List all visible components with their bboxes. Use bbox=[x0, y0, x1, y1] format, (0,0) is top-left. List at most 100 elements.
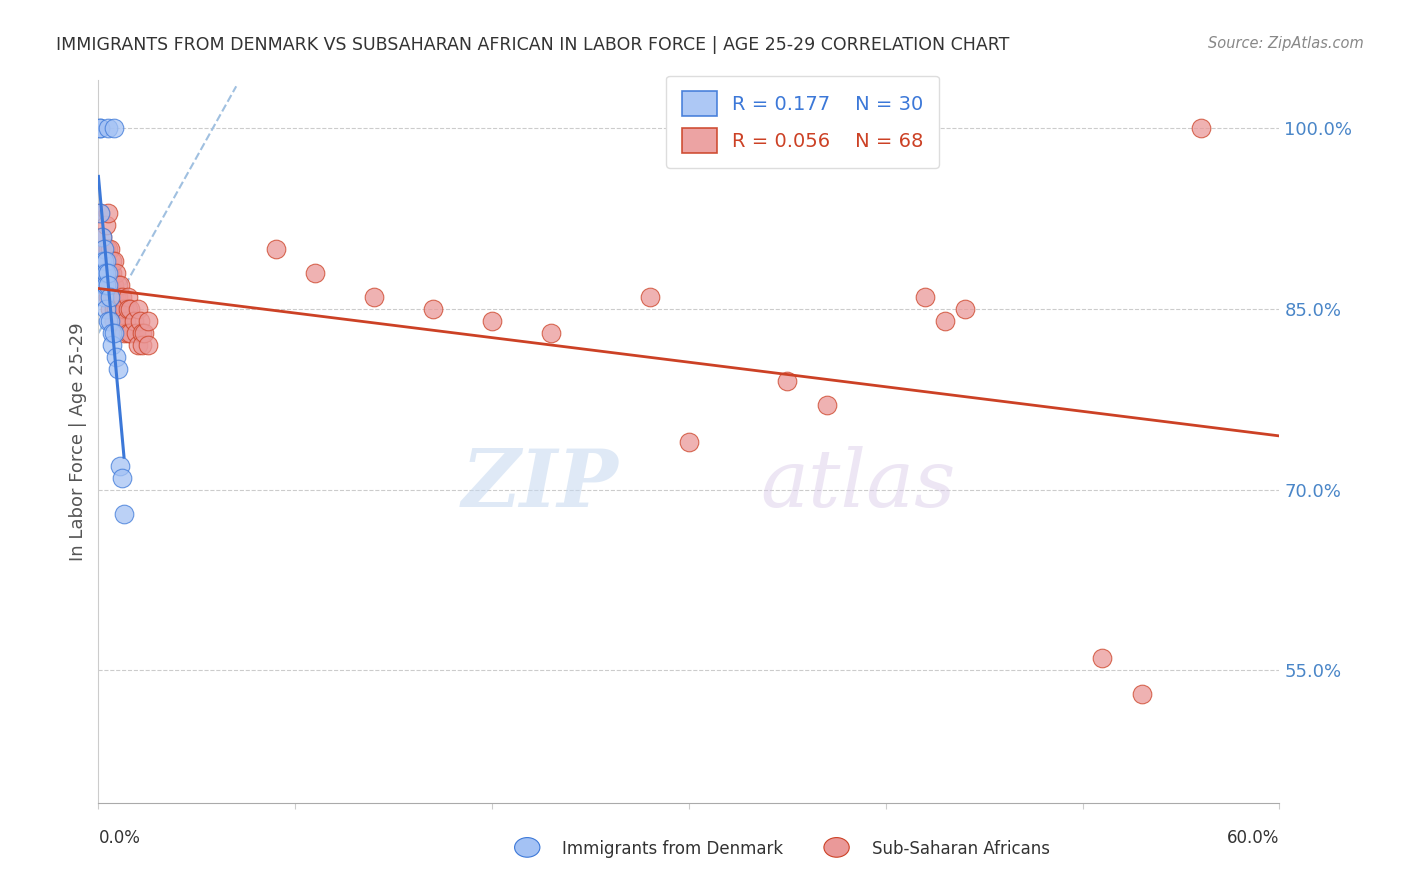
Point bbox=[953, 301, 976, 317]
Point bbox=[422, 301, 444, 317]
Text: Source: ZipAtlas.com: Source: ZipAtlas.com bbox=[1208, 36, 1364, 51]
Point bbox=[118, 326, 141, 341]
Point bbox=[96, 301, 118, 317]
Point bbox=[1189, 121, 1212, 136]
Point bbox=[93, 277, 115, 292]
Point bbox=[91, 266, 114, 280]
Point bbox=[91, 230, 114, 244]
Point bbox=[136, 314, 159, 328]
Point bbox=[97, 266, 120, 280]
Point bbox=[91, 230, 114, 244]
Point bbox=[98, 301, 121, 317]
Point bbox=[112, 326, 135, 341]
Point bbox=[98, 266, 121, 280]
Point bbox=[107, 290, 129, 304]
Text: Sub-Saharan Africans: Sub-Saharan Africans bbox=[872, 840, 1050, 858]
Point bbox=[91, 254, 114, 268]
Point bbox=[934, 314, 956, 328]
Point bbox=[136, 338, 159, 352]
Point bbox=[89, 121, 111, 136]
Point bbox=[97, 290, 120, 304]
Point bbox=[96, 242, 118, 256]
Point bbox=[107, 277, 129, 292]
Point bbox=[93, 266, 115, 280]
Point bbox=[117, 301, 139, 317]
Point bbox=[98, 290, 121, 304]
Point bbox=[97, 121, 120, 136]
Point bbox=[481, 314, 503, 328]
Point bbox=[103, 301, 125, 317]
Point bbox=[122, 314, 145, 328]
Point bbox=[127, 338, 149, 352]
Y-axis label: In Labor Force | Age 25-29: In Labor Force | Age 25-29 bbox=[69, 322, 87, 561]
Point bbox=[103, 121, 125, 136]
Point bbox=[97, 266, 120, 280]
Text: 0.0%: 0.0% bbox=[98, 829, 141, 847]
Text: Immigrants from Denmark: Immigrants from Denmark bbox=[562, 840, 783, 858]
Ellipse shape bbox=[824, 838, 849, 857]
Point bbox=[93, 254, 115, 268]
Point bbox=[127, 301, 149, 317]
Point bbox=[914, 290, 936, 304]
Point bbox=[304, 266, 326, 280]
Point bbox=[105, 301, 128, 317]
Point bbox=[96, 266, 118, 280]
Point bbox=[97, 242, 120, 256]
Point bbox=[1130, 687, 1153, 701]
Point bbox=[540, 326, 562, 341]
Point bbox=[108, 277, 131, 292]
Point bbox=[131, 326, 153, 341]
Point bbox=[101, 326, 124, 341]
Text: IMMIGRANTS FROM DENMARK VS SUBSAHARAN AFRICAN IN LABOR FORCE | AGE 25-29 CORRELA: IMMIGRANTS FROM DENMARK VS SUBSAHARAN AF… bbox=[56, 36, 1010, 54]
Point bbox=[107, 314, 129, 328]
Point bbox=[103, 290, 125, 304]
Point bbox=[101, 266, 124, 280]
Point bbox=[93, 242, 115, 256]
Point bbox=[101, 290, 124, 304]
Text: 60.0%: 60.0% bbox=[1227, 829, 1279, 847]
Point bbox=[1091, 651, 1114, 665]
Point bbox=[103, 277, 125, 292]
Point bbox=[101, 254, 124, 268]
Point bbox=[815, 398, 838, 412]
Point bbox=[96, 254, 118, 268]
Point bbox=[89, 205, 111, 219]
Point bbox=[125, 326, 148, 341]
Point bbox=[111, 290, 134, 304]
Point bbox=[97, 205, 120, 219]
Point bbox=[96, 218, 118, 232]
Point bbox=[103, 314, 125, 328]
Point bbox=[264, 242, 287, 256]
Legend: R = 0.177    N = 30, R = 0.056    N = 68: R = 0.177 N = 30, R = 0.056 N = 68 bbox=[666, 76, 939, 169]
Text: atlas: atlas bbox=[759, 446, 955, 524]
Point bbox=[98, 314, 121, 328]
Point bbox=[98, 277, 121, 292]
Point bbox=[89, 121, 111, 136]
Point bbox=[103, 254, 125, 268]
Point bbox=[128, 314, 150, 328]
Text: ZIP: ZIP bbox=[461, 446, 619, 524]
Point bbox=[111, 314, 134, 328]
Point bbox=[97, 277, 120, 292]
Point bbox=[97, 314, 120, 328]
Ellipse shape bbox=[515, 838, 540, 857]
Point bbox=[103, 326, 125, 341]
Point bbox=[115, 314, 138, 328]
Point bbox=[118, 301, 141, 317]
Point bbox=[111, 471, 134, 485]
Point bbox=[105, 350, 128, 364]
Point bbox=[108, 301, 131, 317]
Point bbox=[93, 266, 115, 280]
Point bbox=[131, 338, 153, 352]
Point bbox=[107, 362, 129, 376]
Point bbox=[105, 266, 128, 280]
Point bbox=[98, 242, 121, 256]
Point bbox=[93, 242, 115, 256]
Point bbox=[776, 375, 799, 389]
Point bbox=[638, 290, 661, 304]
Point bbox=[117, 290, 139, 304]
Point bbox=[101, 338, 124, 352]
Point bbox=[132, 326, 155, 341]
Point bbox=[96, 266, 118, 280]
Point bbox=[678, 434, 700, 449]
